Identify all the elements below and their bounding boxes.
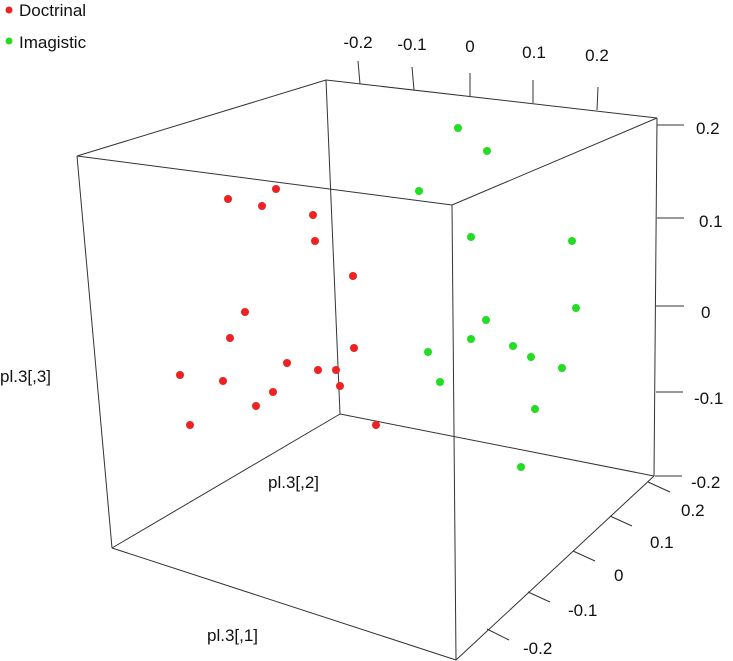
y-tick xyxy=(486,628,510,641)
y-tick-label: 0.1 xyxy=(650,533,674,552)
point-doctrinal xyxy=(186,421,194,429)
point-doctrinal xyxy=(241,308,249,316)
data-points xyxy=(176,124,580,471)
point-imagistic xyxy=(558,364,566,372)
box-edge xyxy=(451,117,658,206)
point-doctrinal xyxy=(269,388,277,396)
x-tick-label: 0.1 xyxy=(522,43,546,62)
axis-ticks xyxy=(357,60,684,641)
legend-swatch-imagistic xyxy=(5,37,13,45)
point-imagistic xyxy=(467,233,475,241)
point-doctrinal xyxy=(219,377,227,385)
point-doctrinal xyxy=(311,237,319,245)
point-imagistic xyxy=(467,335,475,343)
z-tick-label: -0.2 xyxy=(691,473,720,492)
legend-label-doctrinal: Doctrinal xyxy=(19,1,86,20)
point-imagistic xyxy=(454,124,462,132)
x-tick-label: 0.2 xyxy=(585,46,609,65)
box-edge xyxy=(325,79,658,119)
point-imagistic xyxy=(572,304,580,312)
point-doctrinal xyxy=(372,421,380,429)
y-tick-label: 0.2 xyxy=(681,501,705,520)
point-doctrinal xyxy=(252,402,260,410)
point-doctrinal xyxy=(272,185,280,193)
box-edge xyxy=(111,413,341,549)
point-imagistic xyxy=(424,348,432,356)
y-tick xyxy=(572,550,596,562)
point-imagistic xyxy=(415,187,423,195)
point-doctrinal xyxy=(224,195,232,203)
point-imagistic xyxy=(482,316,490,324)
box-edge xyxy=(111,547,457,661)
point-doctrinal xyxy=(314,366,322,374)
z-axis-label: pl.3[,3] xyxy=(0,367,51,386)
plot-box xyxy=(76,79,658,661)
y-axis-label: pl.3[,2] xyxy=(268,473,319,492)
point-doctrinal xyxy=(349,272,357,280)
x-tick xyxy=(596,86,599,111)
x-axis-label: pl.3[,1] xyxy=(207,626,258,645)
point-imagistic xyxy=(509,342,517,350)
point-doctrinal xyxy=(350,344,358,352)
box-edge xyxy=(76,155,453,206)
y-tick-label: 0 xyxy=(614,566,623,585)
point-imagistic xyxy=(436,378,444,386)
point-doctrinal xyxy=(176,371,184,379)
axis-labels: pl.3[,3] pl.3[,2] pl.3[,1] xyxy=(0,367,319,645)
point-imagistic xyxy=(531,405,539,413)
legend: Doctrinal Imagistic xyxy=(5,1,87,52)
x-tick xyxy=(357,60,361,85)
z-tick-label: 0.2 xyxy=(696,119,720,138)
box-edge xyxy=(455,475,655,661)
y-tick-label: -0.2 xyxy=(523,639,552,658)
point-doctrinal xyxy=(336,382,344,390)
box-edge xyxy=(653,117,658,477)
z-tick-label: 0 xyxy=(701,303,710,322)
y-tick-label: -0.1 xyxy=(568,601,597,620)
point-imagistic xyxy=(483,147,491,155)
point-imagistic xyxy=(517,463,525,471)
y-tick xyxy=(609,515,633,527)
z-tick-label: 0.1 xyxy=(699,212,723,231)
y-tick xyxy=(527,591,551,603)
point-doctrinal xyxy=(226,334,234,342)
point-imagistic xyxy=(568,237,576,245)
box-edge xyxy=(76,79,327,157)
point-doctrinal xyxy=(258,202,266,210)
legend-swatch-doctrinal xyxy=(5,6,13,14)
x-tick-label: 0 xyxy=(465,37,474,56)
x-tick-label: -0.1 xyxy=(397,35,426,54)
x-tick-label: -0.2 xyxy=(343,33,372,52)
legend-label-imagistic: Imagistic xyxy=(19,33,87,52)
box-edge xyxy=(76,155,113,549)
box-edge xyxy=(451,204,457,661)
y-tick xyxy=(647,481,671,493)
z-tick-label: -0.1 xyxy=(694,389,723,408)
x-tick xyxy=(411,66,415,91)
point-doctrinal xyxy=(332,366,340,374)
point-doctrinal xyxy=(309,211,317,219)
tick-labels: -0.2 -0.1 0 0.1 0.2 0.2 0.1 0 -0.1 -0.2 … xyxy=(343,33,723,658)
point-doctrinal xyxy=(283,359,291,367)
box-edge xyxy=(325,79,341,415)
point-imagistic xyxy=(527,353,535,361)
box-edge xyxy=(339,413,655,477)
